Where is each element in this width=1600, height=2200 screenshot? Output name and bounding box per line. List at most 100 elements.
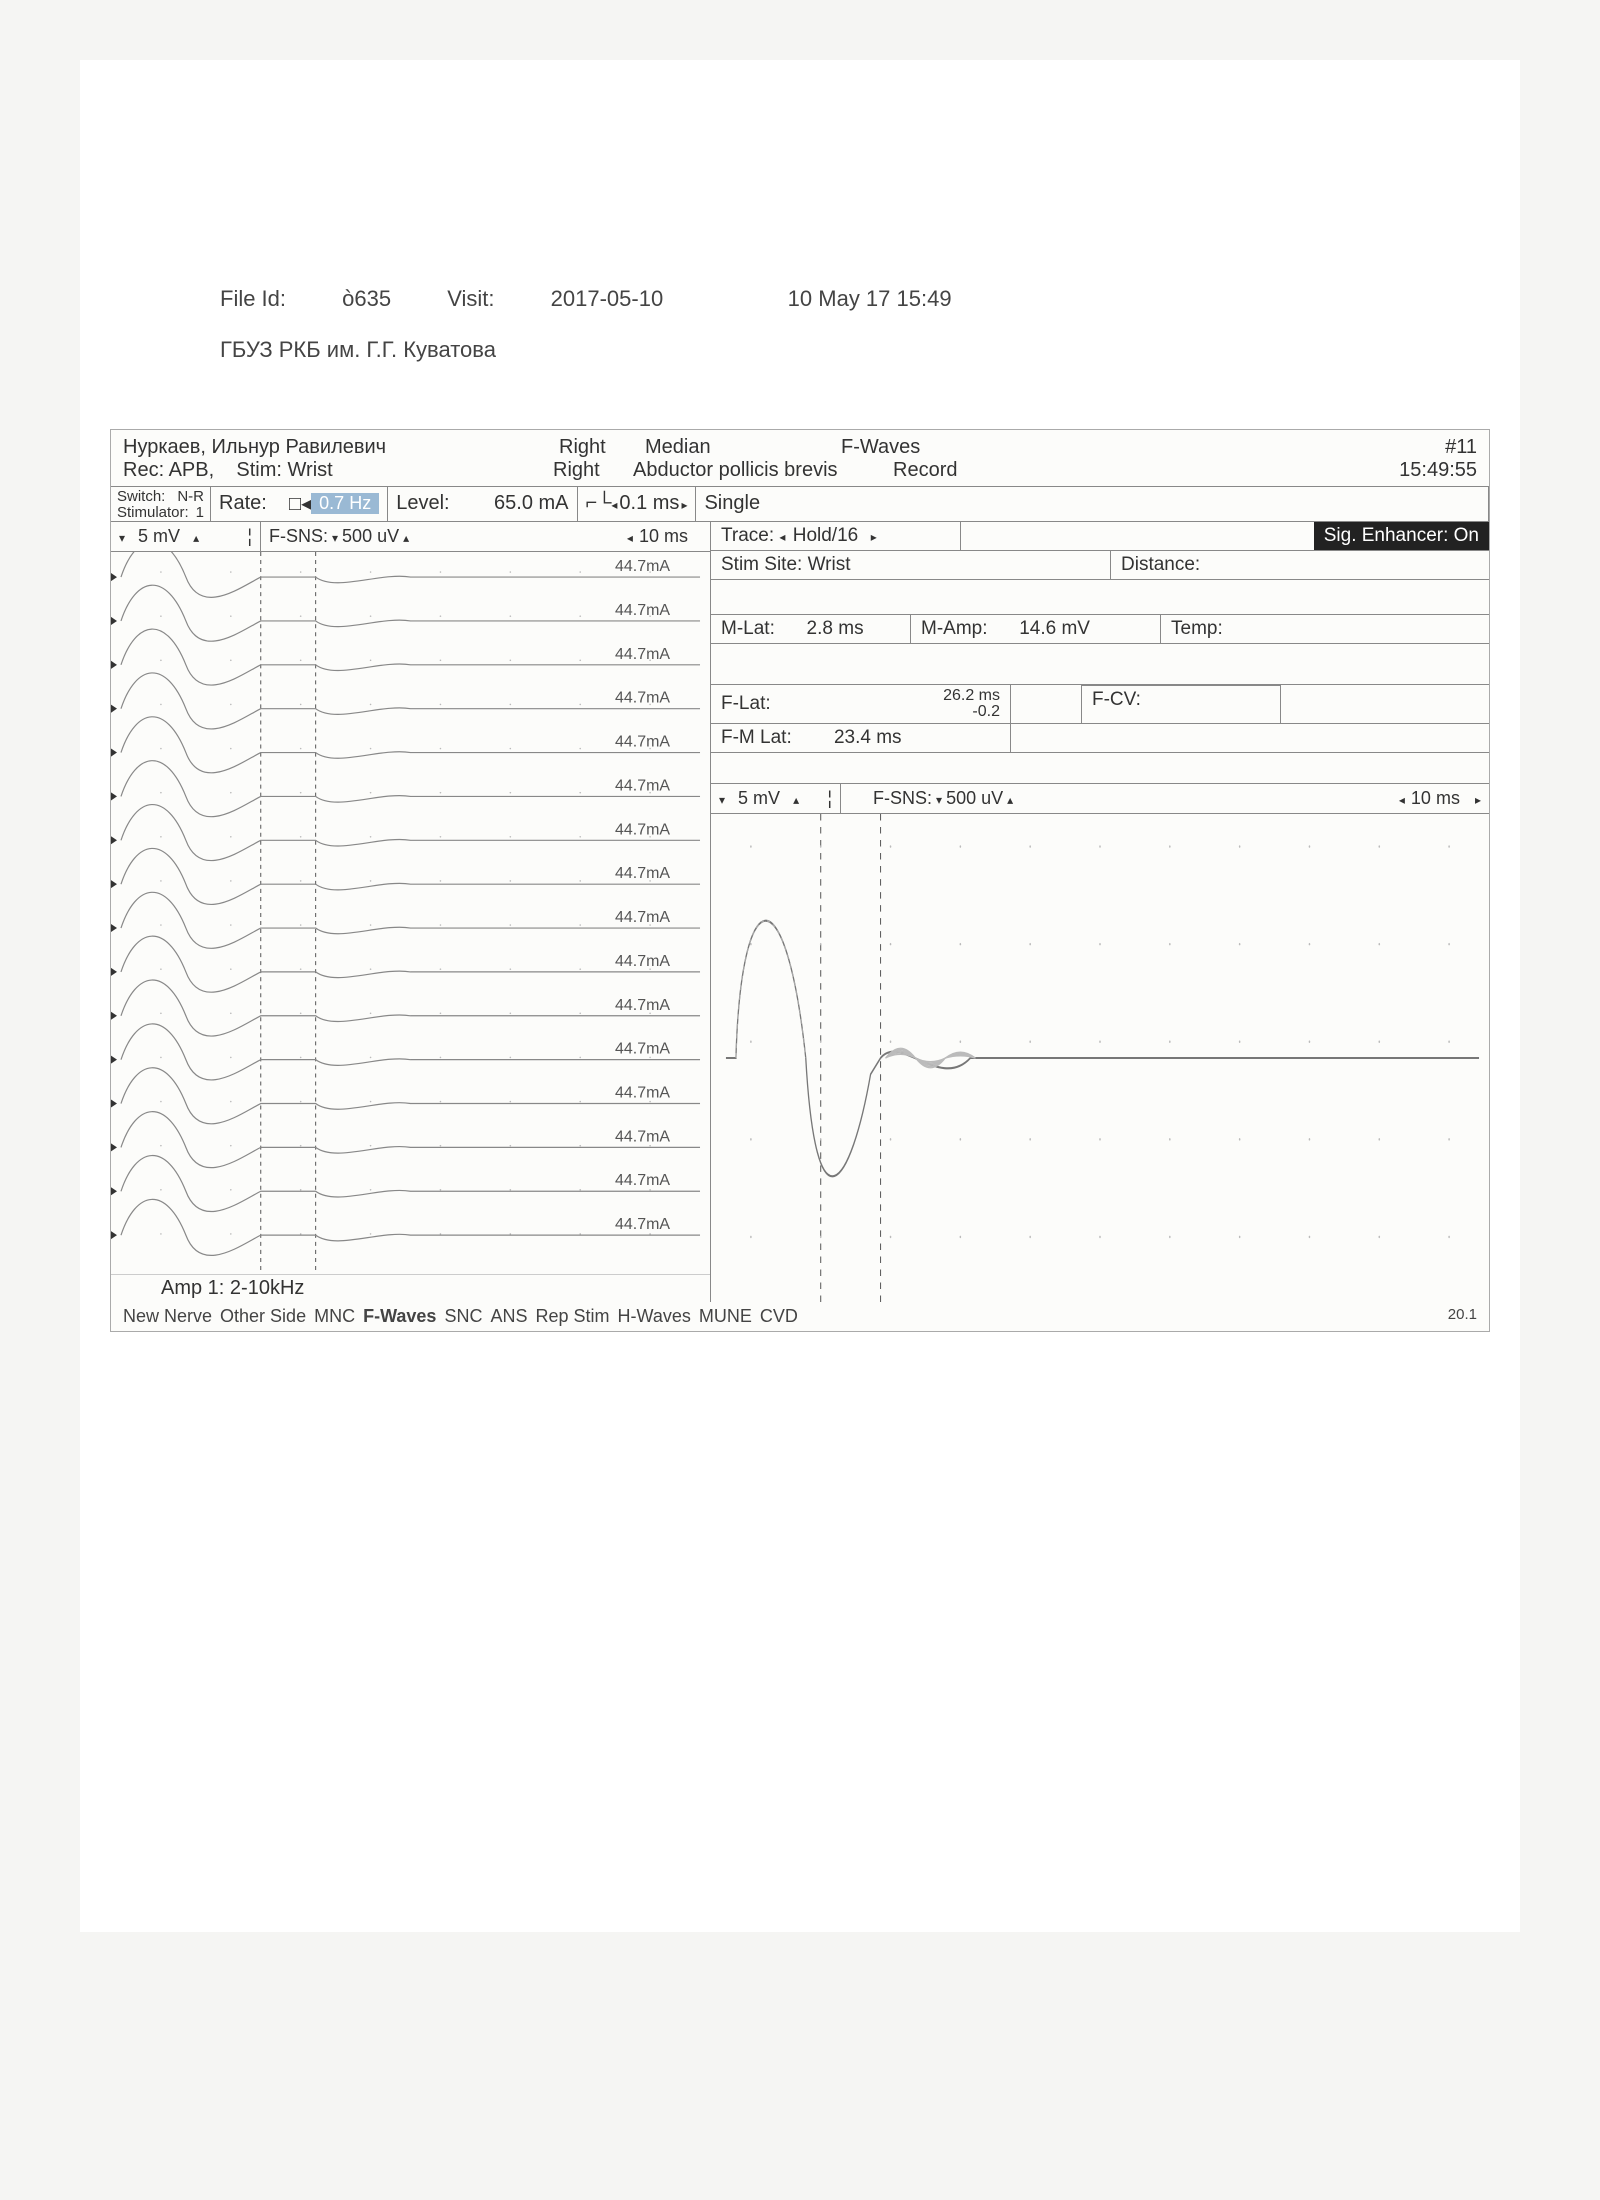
- voltage-scale-control[interactable]: 5 mV ¦: [111, 522, 261, 551]
- triangle-right-icon: [1473, 788, 1481, 809]
- version-label: 20.1: [1448, 1306, 1477, 1327]
- stim-value: Wrist: [288, 459, 333, 481]
- detail-fsns-control[interactable]: F-SNS: 500 uV: [841, 788, 1021, 809]
- triangle-left-icon: [1399, 788, 1407, 809]
- rec-value: APB,: [169, 459, 215, 481]
- switch-stimulator-cell: Switch: N-R Stimulator: 1: [111, 487, 211, 521]
- level-label: Level:: [396, 492, 449, 515]
- waveform-canvas[interactable]: 44.7mA 44.7mA 44.7mA 44.7mA 44.7mA 44.7mA 44.7…: [111, 552, 710, 1274]
- detail-scale-bar: 5 mV ¦ F-SNS: 500 uV: [711, 784, 1489, 814]
- record-time: 15:49:55: [1399, 459, 1477, 482]
- main-display-area: 5 mV ¦ F-SNS: 500 uV 10 ms: [111, 522, 1489, 1302]
- rec-label: Rec:: [123, 459, 164, 481]
- triangle-down-icon: [936, 788, 942, 809]
- triangle-left-icon: [627, 526, 635, 547]
- file-id-value: ò635: [342, 286, 391, 311]
- header-datetime: 10 May 17 15:49: [788, 286, 952, 311]
- svg-text:44.7mA: 44.7mA: [615, 1128, 670, 1145]
- stim-site-cell: Stim Site: Wrist: [711, 551, 1111, 579]
- control-bar: Switch: N-R Stimulator: 1 Rate: □◂ 0.7 H…: [111, 486, 1489, 522]
- detail-time: 10 ms: [1411, 788, 1460, 809]
- tab-f-waves[interactable]: F-Waves: [363, 1306, 436, 1327]
- stimulator-value: 1: [196, 505, 204, 522]
- svg-text:44.7mA: 44.7mA: [615, 1216, 670, 1233]
- tab-cvd[interactable]: CVD: [760, 1306, 798, 1327]
- detail-time-control[interactable]: 10 ms: [1391, 788, 1489, 809]
- record-label: Record: [893, 459, 993, 482]
- level-control[interactable]: Level: 65.0 mA: [388, 487, 577, 521]
- tab-h-waves[interactable]: H-Waves: [618, 1306, 691, 1327]
- switch-label: Switch:: [117, 489, 165, 506]
- detail-chart: 5 mV ¦ F-SNS: 500 uV: [711, 783, 1489, 1302]
- svg-text:44.7mA: 44.7mA: [615, 646, 670, 663]
- mode-display: Single: [696, 487, 1489, 521]
- report-header: File Id: ò635 Visit: 2017-05-10 10 May 1…: [80, 60, 1520, 399]
- patient-info-row-2: Rec: APB, Stim: Wrist Right Abductor pol…: [111, 459, 1489, 486]
- trace-label: Trace:: [721, 525, 774, 546]
- svg-text:44.7mA: 44.7mA: [615, 865, 670, 882]
- distance-label: Distance:: [1121, 554, 1200, 575]
- tab-mune[interactable]: MUNE: [699, 1306, 752, 1327]
- tab-ans[interactable]: ANS: [490, 1306, 527, 1327]
- voltage-scale: 5 mV: [138, 526, 180, 547]
- fsns-control[interactable]: F-SNS: 500 uV: [261, 526, 417, 547]
- flat-label: F-Lat:: [721, 693, 771, 715]
- mlat-value: 2.8 ms: [807, 618, 864, 639]
- svg-text:44.7mA: 44.7mA: [615, 733, 670, 750]
- tab-snc[interactable]: SNC: [444, 1306, 482, 1327]
- detail-voltage-control[interactable]: 5 mV ¦: [711, 784, 841, 813]
- rate-icon: □◂: [289, 491, 311, 516]
- tab-new-nerve[interactable]: New Nerve: [123, 1306, 212, 1327]
- svg-text:44.7mA: 44.7mA: [615, 953, 670, 970]
- patient-info-row-1: Нуркаев, Ильнур Равилевич Right Median F…: [111, 430, 1489, 459]
- visit-label: Visit:: [447, 286, 494, 311]
- trace-value: Hold/16: [793, 525, 859, 546]
- fmlat-label: F-M Lat:: [721, 727, 792, 748]
- amp-footer: Amp 1: 2-10kHz: [111, 1274, 710, 1302]
- svg-text:44.7mA: 44.7mA: [615, 1172, 670, 1189]
- detail-fsns-value: 500 uV: [946, 788, 1003, 809]
- stim-site-label: Stim Site:: [721, 554, 802, 575]
- info-rows: Trace: Hold/16 Sig. Enhancer: On Stim Si…: [711, 522, 1489, 753]
- tab-mnc[interactable]: MNC: [314, 1306, 355, 1327]
- svg-text:44.7mA: 44.7mA: [615, 1084, 670, 1101]
- side-2: Right: [553, 459, 633, 482]
- triangle-down-icon: [332, 526, 338, 547]
- triangle-down-icon: [719, 788, 725, 809]
- triangle-right-icon: [869, 525, 877, 546]
- level-value: 65.0 mA: [494, 492, 568, 515]
- svg-text:44.7mA: 44.7mA: [615, 558, 670, 575]
- emg-app-window: Нуркаев, Ильнур Равилевич Right Median F…: [110, 429, 1490, 1332]
- mamp-label: M-Amp:: [921, 618, 988, 639]
- triangle-up-icon: [193, 526, 199, 547]
- tab-rep-stim[interactable]: Rep Stim: [535, 1306, 609, 1327]
- detail-voltage: 5 mV: [738, 788, 780, 809]
- rate-value: 0.7 Hz: [311, 493, 379, 514]
- mamp-value: 14.6 mV: [1019, 618, 1090, 639]
- svg-text:44.7mA: 44.7mA: [615, 689, 670, 706]
- time-scale-control[interactable]: 10 ms: [619, 526, 710, 547]
- rate-control[interactable]: Rate: □◂ 0.7 Hz: [211, 487, 388, 521]
- detail-canvas[interactable]: [711, 814, 1489, 1302]
- fsns-label: F-SNS:: [269, 526, 328, 547]
- muscle-name: Abductor pollicis brevis: [633, 459, 893, 482]
- fsns-value: 500 uV: [342, 526, 399, 547]
- patient-name: Нуркаев, Ильнур Равилевич: [123, 436, 553, 459]
- stimulator-label: Stimulator:: [117, 505, 189, 522]
- tabs-row: New Nerve Other Side MNC F-Waves SNC ANS Rep S…: [111, 1302, 1489, 1331]
- page-container: File Id: ò635 Visit: 2017-05-10 10 May 1…: [80, 60, 1520, 1932]
- triangle-up-icon: [403, 526, 409, 547]
- triangle-up-icon: [1007, 788, 1013, 809]
- fcv-label: F-CV:: [1092, 689, 1141, 710]
- pulse-control[interactable]: ⌐└ 0.1 ms: [578, 487, 697, 521]
- pulse-icon: ⌐└: [586, 492, 612, 515]
- trace-control[interactable]: Trace: Hold/16: [711, 522, 961, 550]
- tab-other-side[interactable]: Other Side: [220, 1306, 306, 1327]
- detail-fsns-label: F-SNS:: [873, 788, 932, 809]
- mlat-label: M-Lat:: [721, 618, 775, 639]
- sig-enhancer-badge: Sig. Enhancer: On: [1314, 522, 1489, 550]
- switch-value: N-R: [177, 489, 204, 506]
- test-number: #11: [1445, 436, 1477, 459]
- fmlat-value: 23.4 ms: [834, 727, 902, 748]
- test-type: F-Waves: [841, 436, 961, 459]
